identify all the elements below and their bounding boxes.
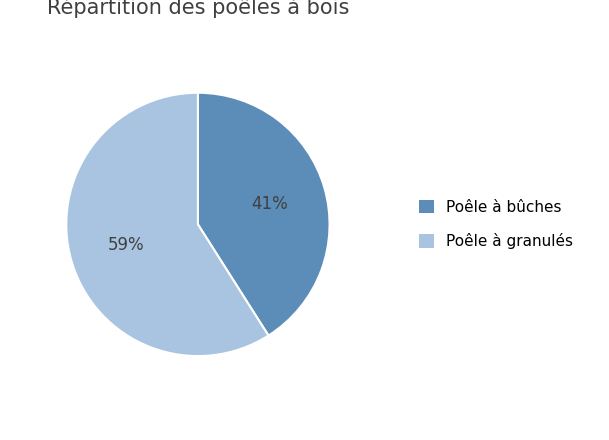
Title: Répartition des poêles à bois: Répartition des poêles à bois xyxy=(47,0,349,18)
Text: 59%: 59% xyxy=(108,236,145,254)
Wedge shape xyxy=(66,93,269,356)
Wedge shape xyxy=(198,93,329,336)
Text: 41%: 41% xyxy=(251,194,287,213)
Legend: Poêle à bûches, Poêle à granulés: Poêle à bûches, Poêle à granulés xyxy=(418,200,573,249)
